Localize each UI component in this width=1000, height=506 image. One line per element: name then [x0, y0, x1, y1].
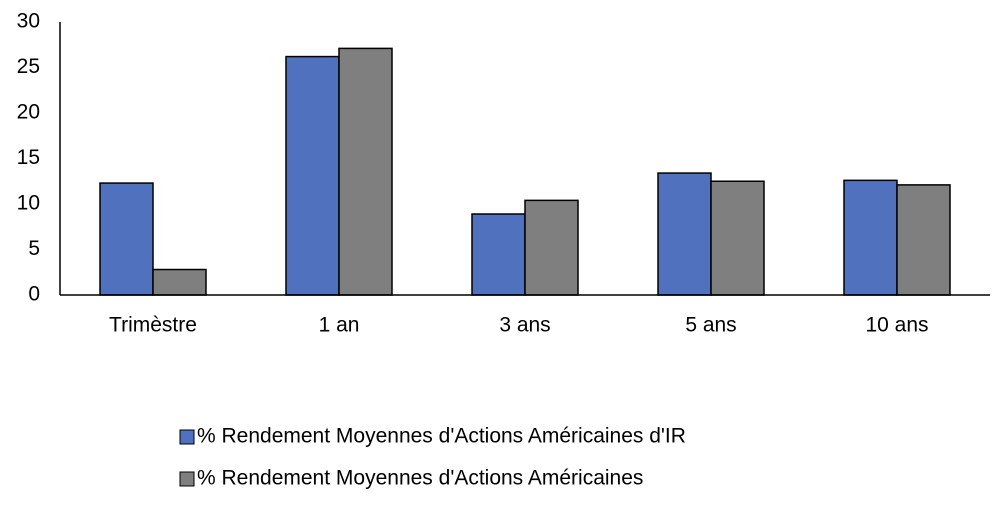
x-tick-label: Trimèstre: [109, 314, 197, 337]
bar: [285, 55, 340, 296]
legend-label: % Rendement Moyennes d'Actions Américain…: [197, 467, 643, 490]
y-tick-label: 5: [28, 237, 40, 260]
legend-swatch: [179, 471, 195, 487]
x-tick-label: 1 an: [319, 314, 360, 337]
bar: [896, 184, 951, 296]
legend-swatch: [179, 429, 195, 445]
bar: [710, 180, 765, 296]
bar: [338, 47, 393, 296]
bar: [99, 182, 154, 296]
legend-label: % Rendement Moyennes d'Actions Américain…: [197, 425, 686, 448]
bar: [657, 172, 712, 296]
bar: [524, 199, 579, 296]
bar: [152, 268, 207, 296]
x-tick-label: 3 ans: [499, 314, 550, 337]
x-tick-label: 5 ans: [685, 314, 736, 337]
y-tick-label: 10: [17, 192, 40, 215]
y-tick-label: 15: [17, 146, 40, 169]
y-tick-label: 25: [17, 55, 40, 78]
x-tick-label: 10 ans: [865, 314, 928, 337]
y-tick-label: 20: [17, 101, 40, 124]
y-tick-label: 30: [17, 10, 40, 33]
bar: [843, 179, 898, 296]
y-tick-label: 0: [28, 283, 40, 306]
bar: [471, 213, 526, 296]
